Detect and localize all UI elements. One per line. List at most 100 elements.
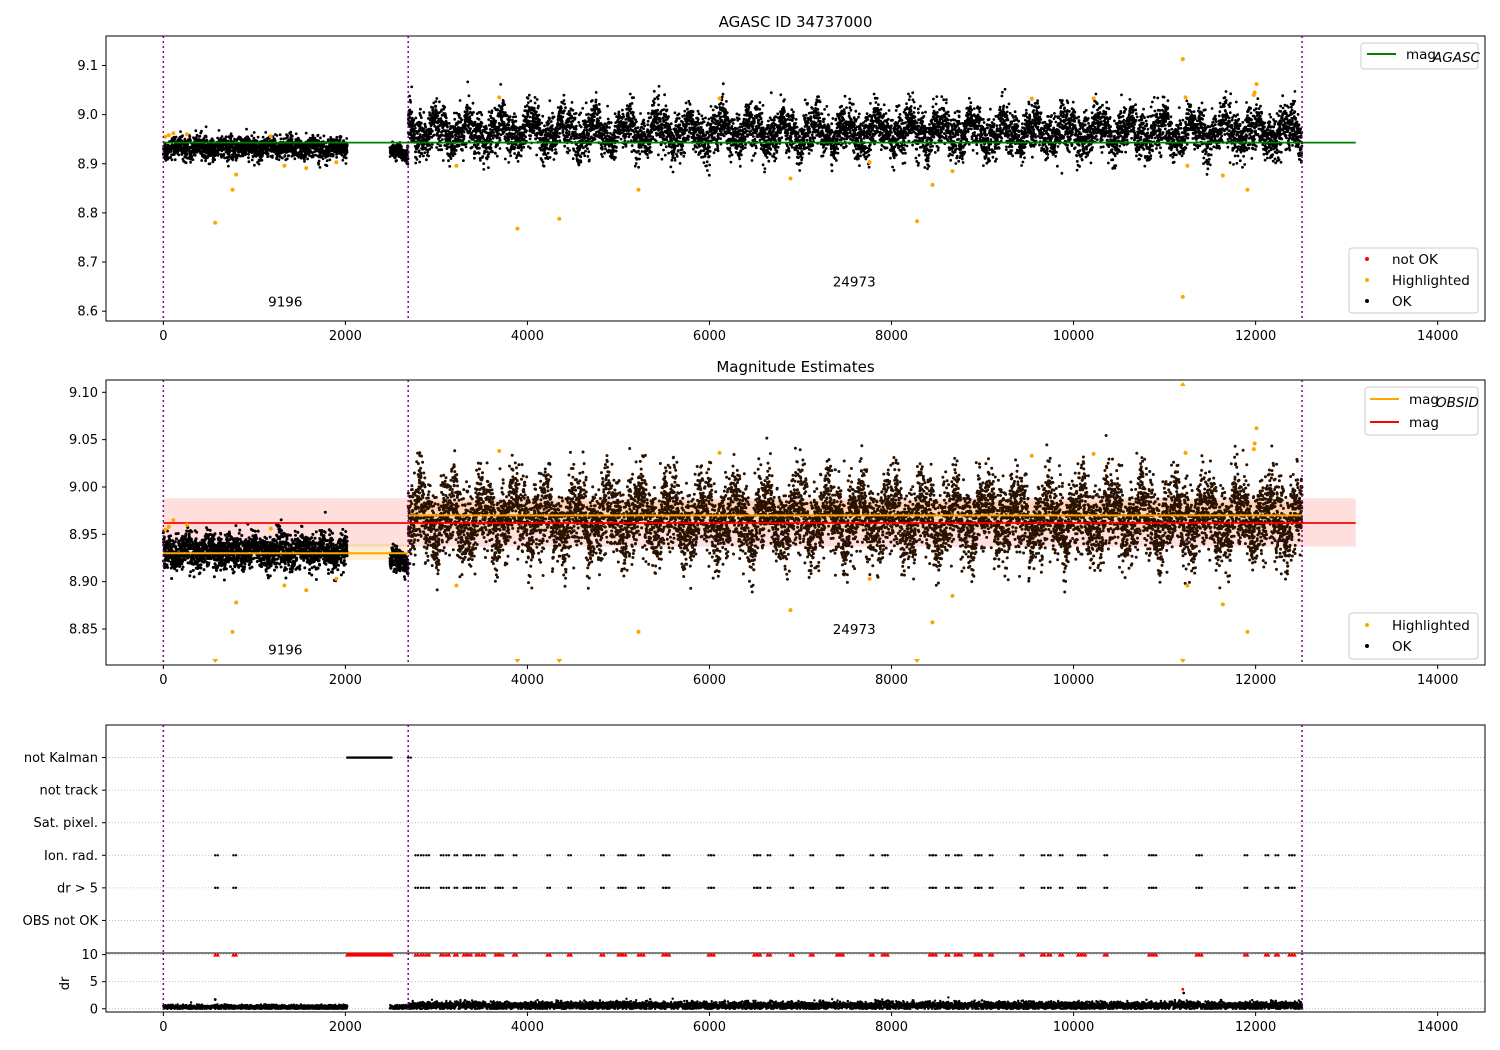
highlighted-point	[930, 620, 935, 625]
flag-point	[809, 854, 812, 857]
x-tick-label: 4000	[511, 1020, 544, 1035]
flag-point	[1081, 886, 1084, 890]
flag-point	[1197, 886, 1201, 890]
flag-point	[1276, 886, 1280, 890]
flag-point	[752, 886, 756, 890]
highlighted-point	[334, 160, 339, 165]
flag-point	[1046, 854, 1050, 857]
flag-point	[1103, 854, 1106, 857]
flag-point	[501, 854, 504, 857]
highlighted-point	[171, 131, 176, 136]
flag-point	[455, 854, 459, 857]
flag-point	[1061, 886, 1064, 890]
x-tick-label: 2000	[329, 673, 362, 688]
highlighted-point	[497, 95, 502, 100]
flag-point	[811, 854, 815, 857]
y-axis-label: dr	[58, 976, 73, 990]
flag-point	[960, 854, 963, 857]
flag-point	[637, 886, 640, 890]
legend-box	[1360, 42, 1479, 70]
flag-point	[1103, 886, 1106, 890]
flag-point	[1154, 886, 1158, 890]
flag-point	[546, 854, 549, 857]
flag-point	[1195, 854, 1198, 857]
flag-point	[991, 854, 994, 857]
flag-point	[567, 854, 570, 857]
flag-point	[988, 886, 992, 890]
axes-frame	[105, 724, 1486, 954]
flag-point	[707, 854, 710, 857]
x-tick-label: 10000	[1053, 673, 1094, 688]
flag-point	[991, 886, 994, 890]
flag-point	[480, 854, 484, 857]
flag-point	[569, 886, 573, 890]
flag-point	[439, 886, 443, 890]
flag-point	[957, 854, 961, 857]
flag-point	[214, 886, 217, 890]
highlighted-point	[1245, 187, 1250, 192]
flag-point	[621, 886, 625, 890]
dr-points	[388, 1003, 410, 1010]
flag-point	[419, 886, 423, 890]
chart-title: AGASC ID 34737000	[719, 13, 873, 31]
flag-point	[886, 854, 889, 857]
x-tick-label: 2000	[329, 329, 362, 344]
highlighted-point	[1251, 447, 1256, 452]
flag-point	[494, 854, 497, 857]
flag-point	[602, 886, 605, 890]
flag-point	[960, 886, 963, 890]
flag-point	[1293, 886, 1296, 890]
flag-point	[548, 854, 552, 857]
flag-point	[637, 854, 640, 857]
legend-label: OK	[1392, 639, 1413, 655]
flag-point	[617, 854, 620, 857]
flag-point	[1147, 854, 1151, 857]
flag-point	[869, 886, 872, 890]
x-tick-label: 2000	[329, 1020, 362, 1035]
flag-point	[934, 854, 938, 857]
legend-label: Highlighted	[1392, 618, 1470, 634]
flag-point	[1264, 886, 1267, 890]
x-tick-label: 12000	[1235, 329, 1276, 344]
dr-panel: 0 2000 4000 6000 8000 10000 12000 14000 0 5 10 dr	[58, 948, 1486, 1035]
flag-point	[640, 854, 643, 857]
y-tick-label: 8.8	[77, 206, 98, 221]
flag-point	[1245, 854, 1249, 857]
highlighted-point	[1183, 450, 1188, 455]
highlighted-point	[717, 450, 722, 455]
x-tick-label: 10000	[1053, 1020, 1094, 1035]
flag-point	[548, 886, 552, 890]
flag-point	[1288, 854, 1291, 857]
flag-point	[661, 854, 665, 857]
flag-point	[1105, 886, 1109, 890]
flag-point	[1274, 886, 1277, 890]
flag-point	[599, 854, 603, 857]
flag-point	[1043, 854, 1046, 857]
axes-frame	[105, 952, 1486, 1013]
x-tick-label: 0	[159, 673, 167, 688]
flag-point	[442, 886, 445, 890]
highlighted-point	[1254, 426, 1259, 431]
y-tick-label: not track	[39, 784, 98, 799]
axes-frame	[105, 379, 1486, 666]
flags-panel: not Kalman not track Sat. pixel. Ion. rad. d…	[23, 724, 1486, 954]
ok-points	[388, 542, 410, 581]
obsid-label: 9196	[268, 294, 302, 310]
flag-point	[1152, 854, 1155, 857]
highlighted-point	[230, 629, 235, 634]
flag-point	[932, 854, 935, 857]
x-tick-label: 10000	[1053, 329, 1094, 344]
highlighted-point	[930, 182, 935, 187]
flag-point	[475, 886, 478, 890]
flag-point	[707, 886, 710, 890]
highlighted-point	[636, 187, 641, 192]
flag-point	[980, 854, 983, 857]
flag-point	[1197, 854, 1201, 857]
highlighted-point	[454, 583, 459, 588]
obsid-label: 9196	[268, 643, 302, 659]
dr-clipped-markers	[213, 952, 1297, 957]
off-scale-high-marker	[1179, 382, 1186, 386]
legend-label: mag	[1409, 392, 1439, 408]
highlighted-point	[1029, 96, 1034, 101]
flag-point	[465, 854, 468, 857]
